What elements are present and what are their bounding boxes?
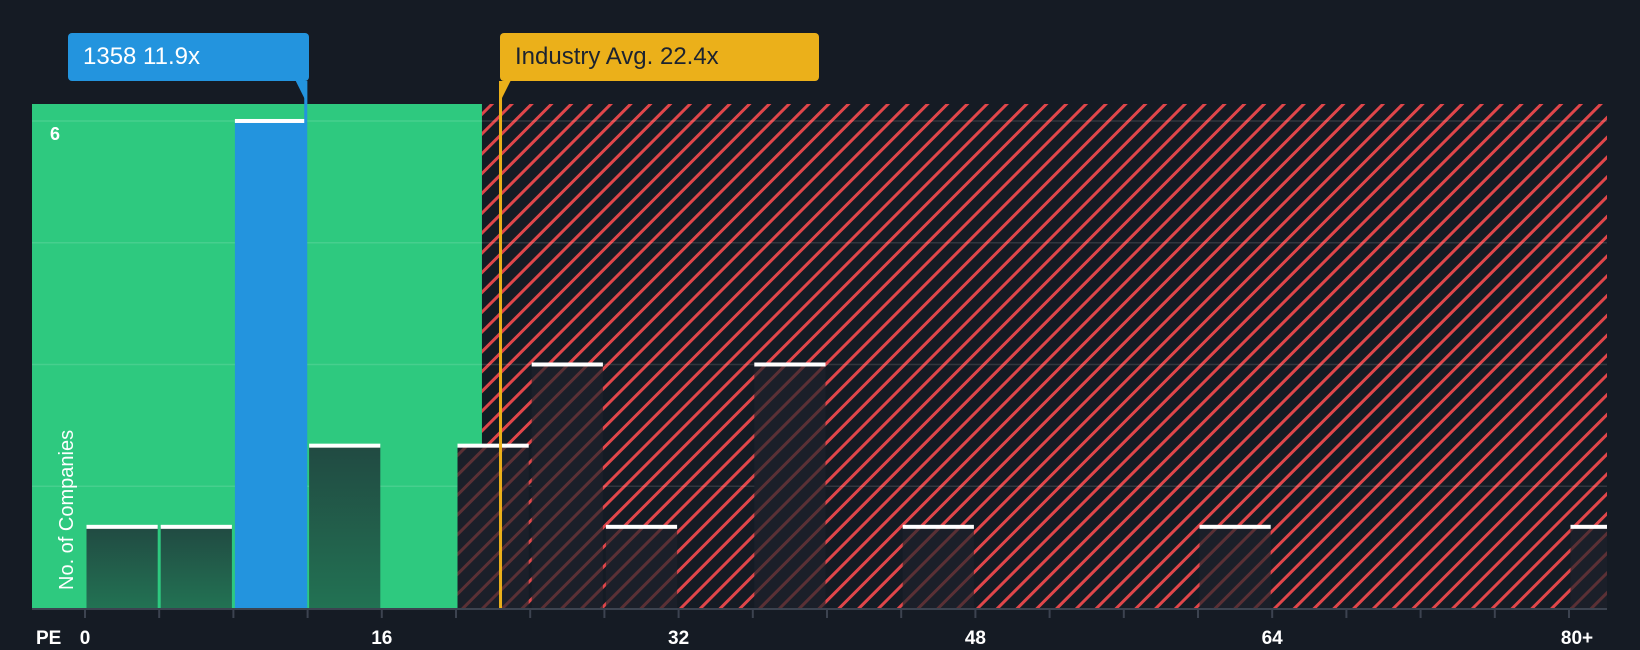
x-axis [32, 608, 1607, 618]
bar-cap [86, 524, 158, 529]
bar-cap [309, 443, 381, 448]
marker-lines [295, 81, 511, 608]
x-tick-label: 80+ [1560, 628, 1594, 649]
bar-cap [1199, 524, 1271, 529]
histogram-bar [902, 524, 974, 608]
bar-cap [1570, 524, 1607, 529]
company-callout-pointer [295, 81, 308, 104]
bar-cap [902, 524, 974, 529]
histogram-bars [86, 118, 1607, 608]
industry-avg-callout: Industry Avg. 22.4x [500, 33, 819, 81]
histogram-bar [1199, 524, 1271, 608]
bar-cap [457, 443, 529, 448]
histogram-bar [605, 524, 678, 608]
company-pe-label: 1358 11.9x [83, 43, 200, 70]
industry-callout-pointer [499, 81, 511, 104]
x-tick-label: 16 [371, 628, 393, 649]
company-pe-callout: 1358 11.9x [68, 33, 309, 81]
x-tick-label: 48 [964, 628, 986, 649]
bar-cap [160, 524, 232, 529]
x-tick-label: 0 [79, 628, 91, 649]
histogram-bar [160, 524, 232, 608]
y-tick-6: 6 [50, 124, 61, 144]
bar-cap [605, 524, 678, 529]
x-axis-label: PE [36, 628, 62, 649]
industry-avg-label: Industry Avg. 22.4x [515, 43, 719, 70]
overvalued-zone [481, 104, 1608, 608]
y-axis-label: No. of Companies [56, 429, 78, 590]
x-tick-label: 32 [668, 628, 690, 649]
histogram-bar [234, 118, 307, 608]
x-tick-label: 64 [1261, 628, 1283, 649]
bar-cap [234, 118, 307, 123]
histogram-bar [1570, 524, 1607, 608]
histogram-bar [457, 443, 529, 608]
histogram-bar [754, 362, 826, 608]
histogram-bar [86, 524, 158, 608]
histogram-bar [531, 362, 603, 608]
histogram-bar [309, 443, 381, 608]
bar-cap [531, 362, 603, 367]
bar-cap [754, 362, 826, 367]
